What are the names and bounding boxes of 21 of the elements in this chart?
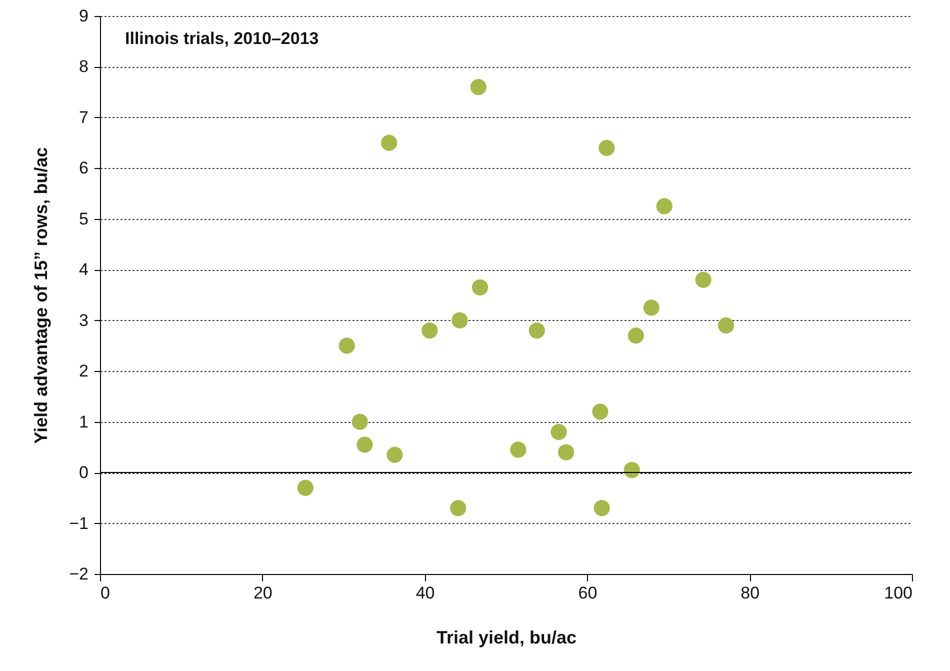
x-tick-label: 40 [416,584,435,602]
y-tick-label: 4 [79,260,88,280]
y-tick-label: 9 [79,6,88,26]
y-tick-label: 1 [79,412,88,432]
y-tick-label: −2 [69,564,88,584]
y-tick-label: 2 [79,362,88,381]
y-tick-label: 8 [79,57,88,76]
y-tick-label: 0 [79,463,88,482]
y-tick-label: 6 [79,158,88,178]
y-tick-label: −1 [69,514,88,533]
y-tick-label: 7 [79,108,88,127]
y-axis-title: Yield advantage of 15” rows, bu/ac [31,147,52,444]
y-tick-label: 3 [79,310,88,330]
x-tick-label: 100 [884,584,912,602]
x-tick-label: 0 [100,584,110,602]
x-tick-label: 80 [740,584,760,602]
y-tick-label: 5 [79,209,88,228]
x-tick-label: 20 [253,584,272,602]
x-axis-title: Trial yield, bu/ac [436,628,577,648]
x-tick-label: 60 [578,584,598,602]
text: Illinois trials, 2010–2013 [125,29,319,48]
